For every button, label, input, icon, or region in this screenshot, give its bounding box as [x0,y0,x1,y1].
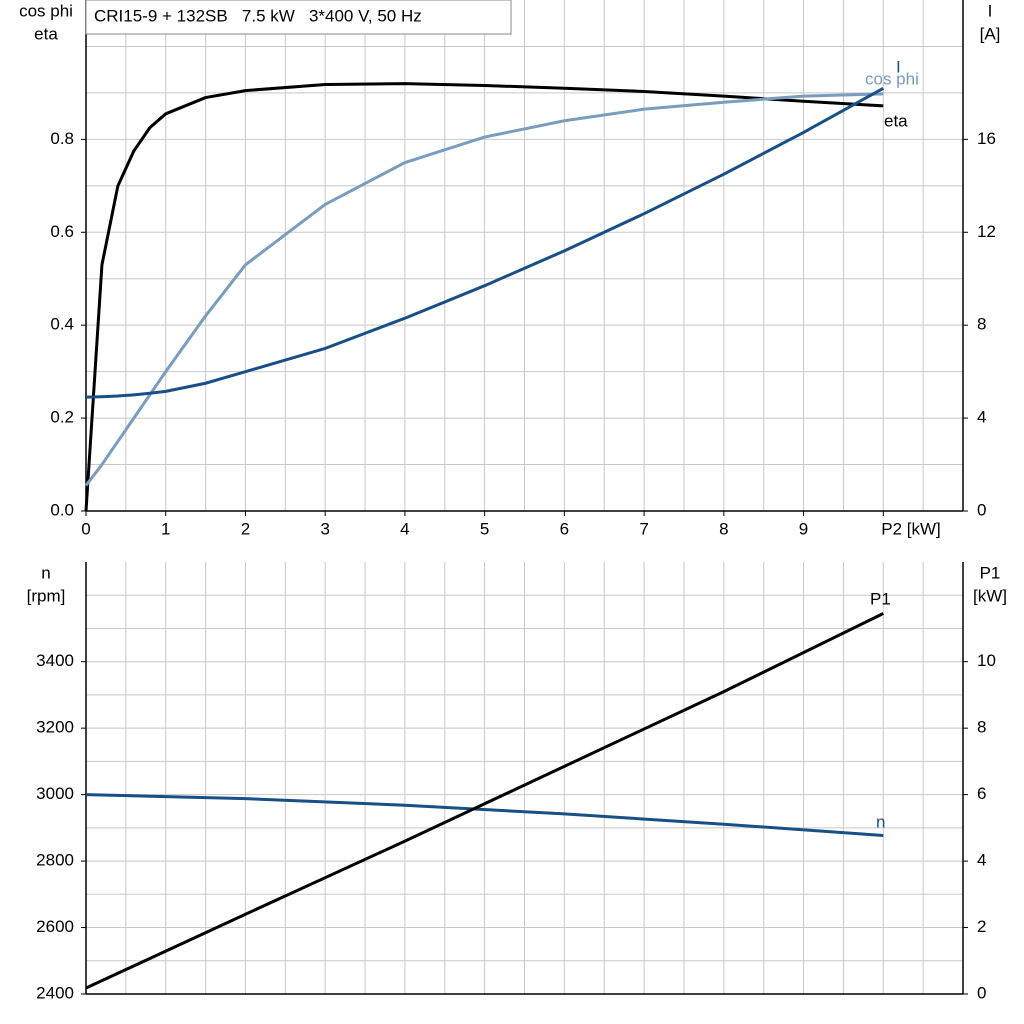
y2-tick-label: 8 [977,315,986,334]
y2-axis-label: I [988,1,993,20]
series-label: P1 [870,589,891,608]
y2-tick-label: 16 [977,129,996,148]
y2-tick-label: 0 [977,500,986,519]
x-tick-label: 7 [639,519,648,538]
y2-axis-label: [kW] [973,586,1007,605]
y-tick-label: 0.2 [50,408,74,427]
y2-tick-label: 0 [977,983,986,1002]
x-tick-label: 5 [480,519,489,538]
series-line [85,612,884,990]
y-tick-label: 3200 [36,718,74,737]
title-box [85,0,512,35]
x-tick-label: 9 [799,519,808,538]
y-tick-label: 2600 [36,917,74,936]
x-tick-label: 8 [719,519,728,538]
series-line [84,82,884,512]
y-tick-label: 3400 [36,651,74,670]
y-axis-label: n [41,563,50,582]
series-line [85,86,884,399]
y2-tick-label: 2 [977,917,986,936]
chart-title: CRI15-9 + 132SB 7.5 kW 3*400 V, 50 Hz [94,6,422,25]
y-tick-label: 0.8 [50,129,74,148]
y2-tick-label: 6 [977,784,986,803]
y2-axis-label: [A] [980,24,1001,43]
x-tick-label: 3 [320,519,329,538]
y2-axis-label: P1 [980,563,1001,582]
x-tick-label: 1 [161,519,170,538]
y2-tick-label: 4 [977,408,986,427]
series-label: cos phi [865,69,919,88]
y-tick-label: 0.6 [50,222,74,241]
y-axis-label: eta [34,24,58,43]
series-label: n [876,812,885,831]
x-tick-label: 0 [81,519,90,538]
y-axis-label: cos phi [19,1,73,20]
series-line [85,793,884,837]
x-tick-label: P2 [kW] [881,519,941,538]
y-tick-label: 2800 [36,851,74,870]
y2-tick-label: 8 [977,718,986,737]
y-tick-label: 0.0 [50,500,74,519]
series-line [84,92,884,487]
x-tick-label: 4 [400,519,409,538]
y2-tick-label: 4 [977,851,986,870]
y2-tick-label: 10 [977,651,996,670]
y-tick-label: 3000 [36,784,74,803]
y-axis-label: [rpm] [27,586,66,605]
y-tick-label: 2400 [36,983,74,1002]
x-tick-label: 2 [241,519,250,538]
y2-tick-label: 12 [977,222,996,241]
series-label: I [896,57,901,76]
x-tick-label: 6 [560,519,569,538]
y-tick-label: 0.4 [50,315,74,334]
series-label: eta [884,111,908,130]
